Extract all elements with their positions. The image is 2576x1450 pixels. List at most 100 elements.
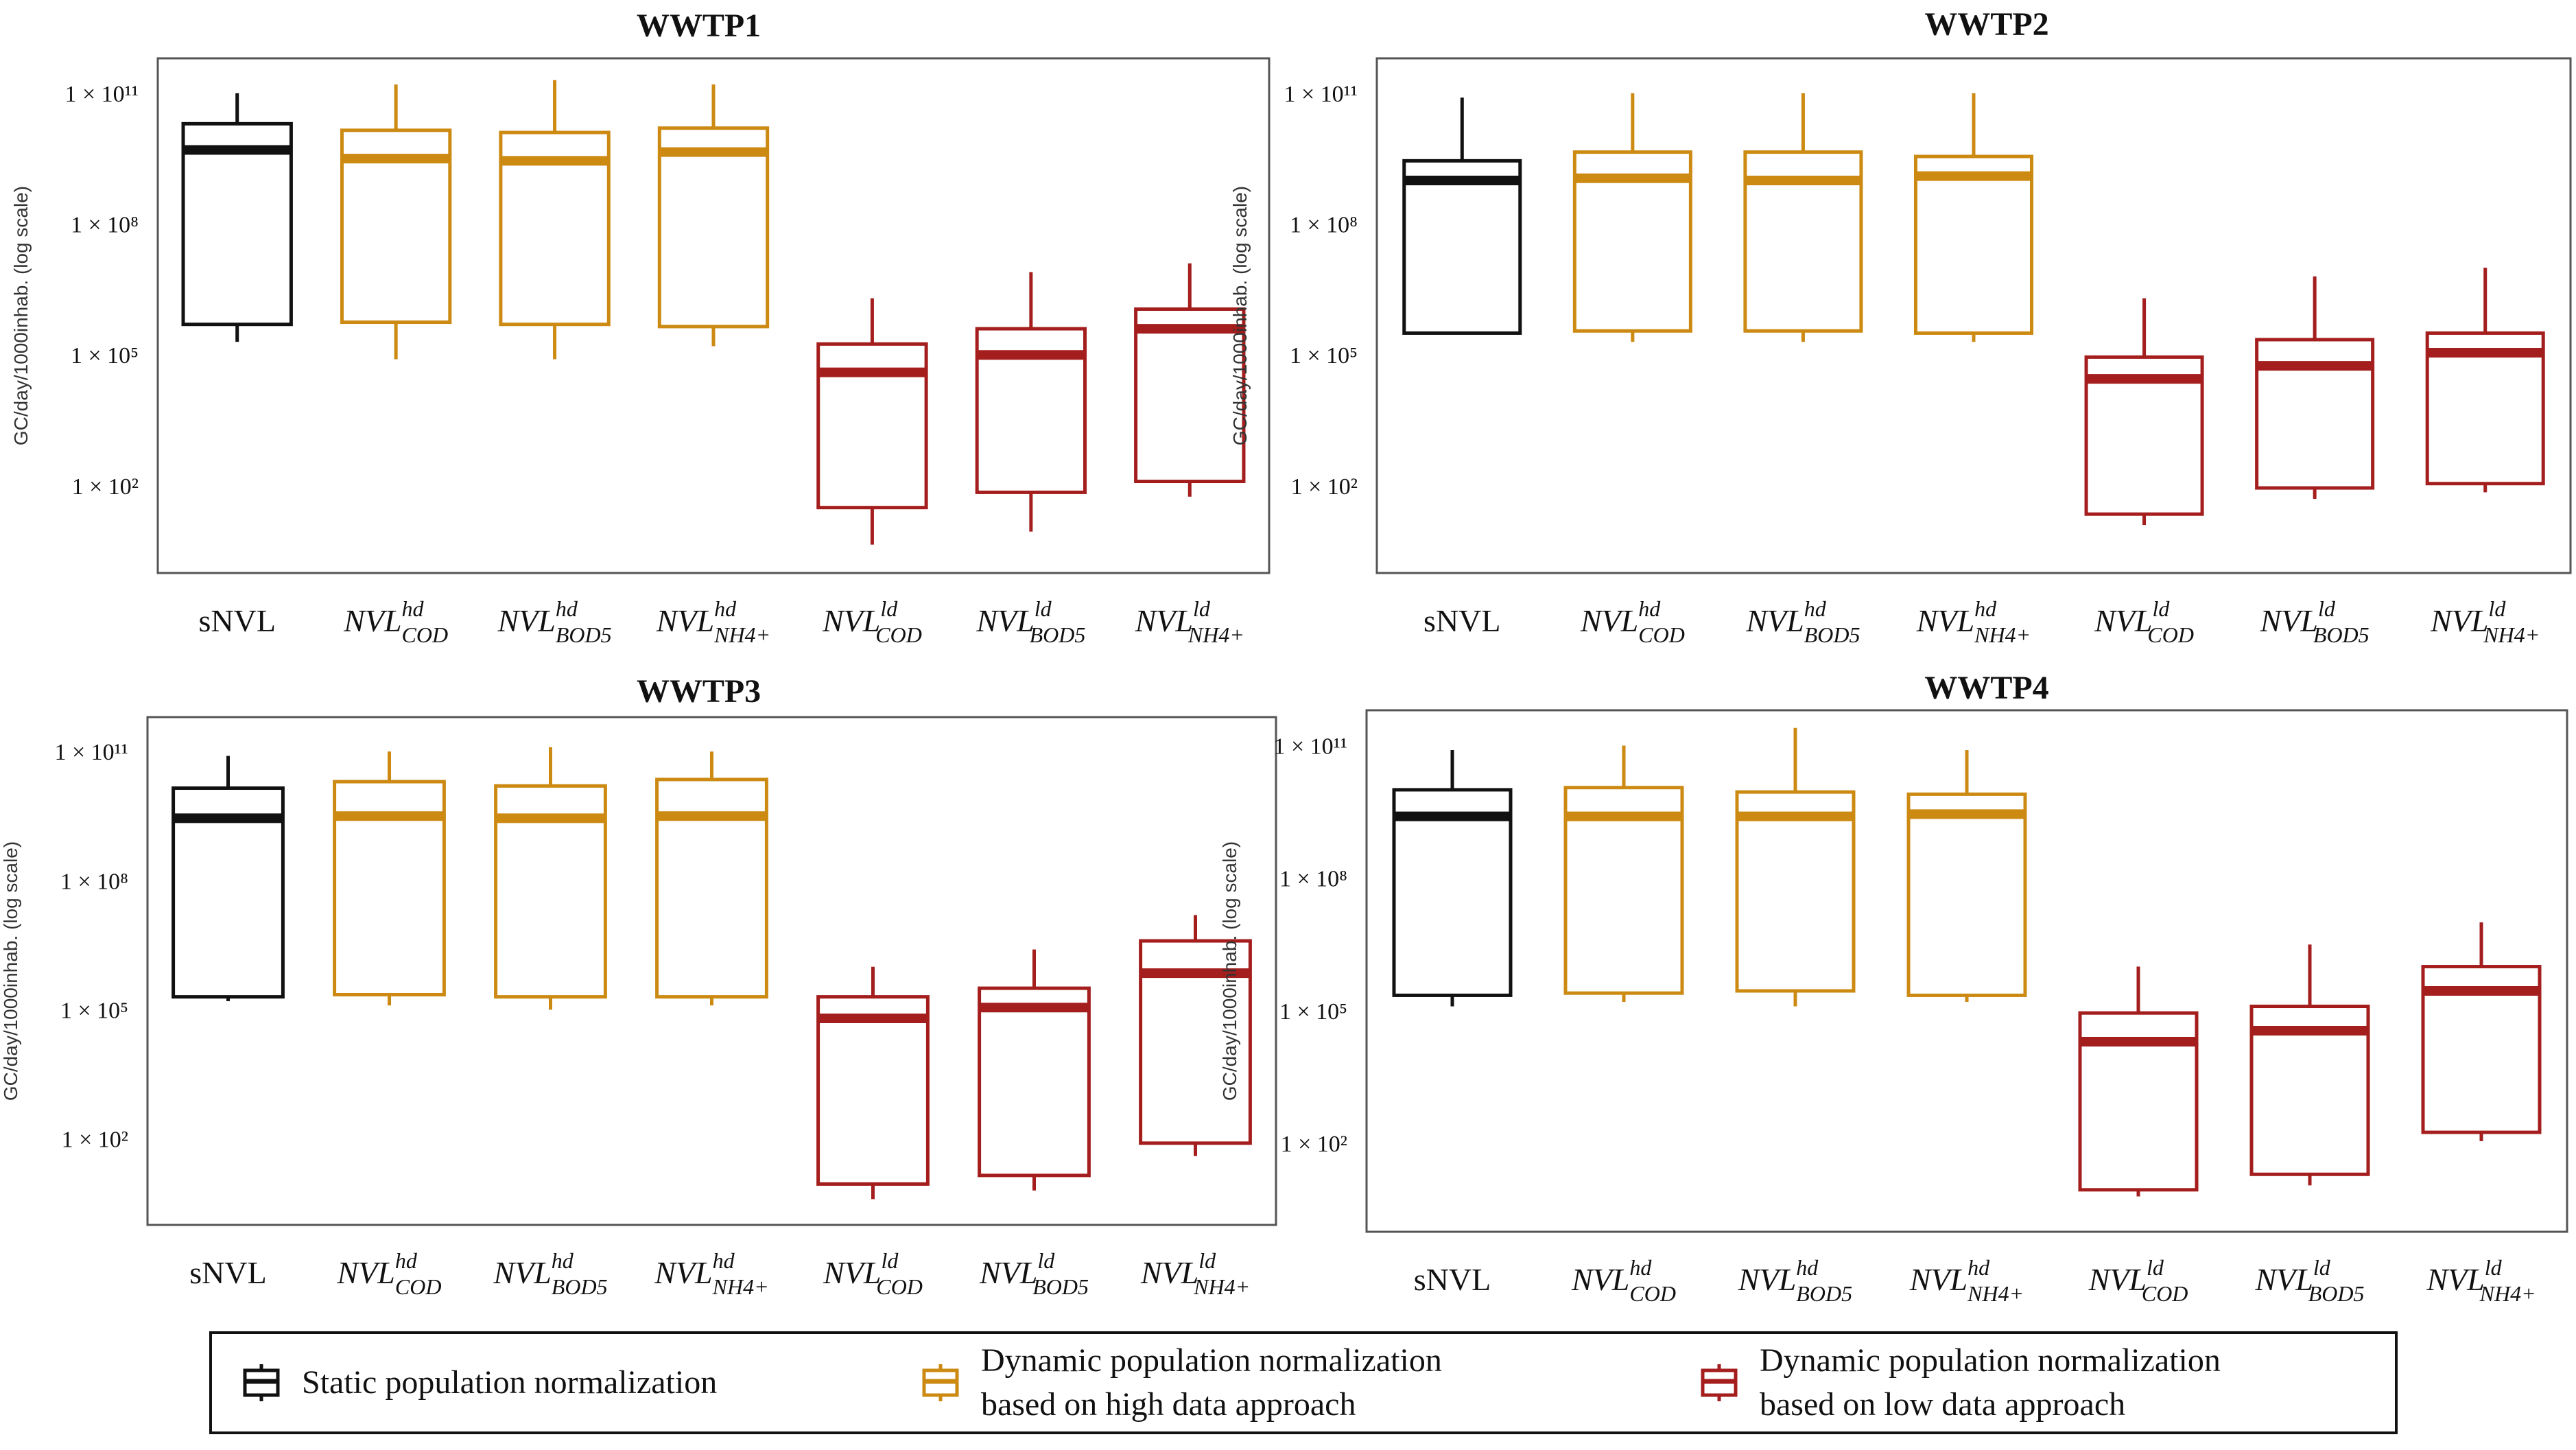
- box-plot: [333, 751, 446, 1006]
- plot-frame: [146, 716, 1277, 1226]
- y-axis-label: GC/day/1000inhab. (log scale): [10, 186, 32, 445]
- x-tick-label: sNVL: [1414, 1262, 1491, 1297]
- y-axis-label: GC/day/1000inhab. (log scale): [0, 841, 21, 1101]
- legend-glyph: [922, 1364, 959, 1401]
- y-tick-label: 1 × 10⁸: [71, 213, 139, 238]
- chart-wwtp3: WWTP3 1 × 10¹¹ 1 × 10⁸ 1 × 10⁵ 1 × 10² GC/da…: [0, 655, 1288, 1324]
- iqr-box: [657, 126, 770, 329]
- box-plot: [2249, 944, 2370, 1186]
- box-plot: [1563, 745, 1684, 1003]
- iqr-box: [1402, 159, 1522, 335]
- y-tick-label: 1 × 10¹¹: [1273, 734, 1347, 760]
- legend-box-icon: [1701, 1364, 1738, 1401]
- legend-label: Dynamic population normalization based o…: [981, 1339, 1442, 1427]
- y-axis-label: GC/day/1000inhab. (log scale): [1219, 841, 1240, 1101]
- chart-wwtp4: WWTP4 1 × 10¹¹ 1 × 10⁸ 1 × 10⁵ 1 × 10² GC/da…: [1219, 655, 2576, 1324]
- y-tick-label: 1 × 10²: [72, 474, 139, 500]
- y-tick-label: 1 × 10⁵: [60, 998, 128, 1023]
- iqr-box: [1392, 788, 1513, 997]
- x-tick-label: NVLhd COD: [1580, 596, 1685, 647]
- iqr-box: [1563, 786, 1684, 995]
- legend-label: Static population normalization: [302, 1361, 717, 1405]
- iqr-box: [2425, 331, 2545, 486]
- chart-plot: 1 × 10¹¹ 1 × 10⁸ 1 × 10⁵ 1 × 10² GC/day/1000…: [0, 716, 1277, 1299]
- legend-glyph: [1701, 1364, 1738, 1401]
- y-tick-label: 1 × 10⁵: [1279, 999, 1347, 1025]
- x-tick-label: NVLld NH4+: [2426, 1255, 2536, 1306]
- iqr-box: [978, 986, 1091, 1178]
- x-tick-label: NVLhd BOD5: [1745, 596, 1860, 647]
- x-tick-label: NVLld BOD5: [2260, 596, 2370, 647]
- legend-item-static: Static population normalization: [243, 1334, 717, 1431]
- chart-title: WWTP1: [636, 8, 761, 44]
- legend-box-icon: [243, 1364, 280, 1401]
- x-tick-label: sNVL: [189, 1255, 266, 1290]
- x-tick-label: NVLhd COD: [337, 1248, 442, 1299]
- x-tick-label: NVLhd BOD5: [1738, 1255, 1852, 1306]
- x-tick-label: NVLld NH4+: [1140, 1248, 1250, 1299]
- x-tick-label: NVLld COD: [823, 1248, 923, 1299]
- x-tick-label: NVLhd NH4+: [654, 1248, 768, 1299]
- x-tick-label: NVLld BOD5: [976, 596, 1085, 647]
- y-tick-label: 1 × 10⁵: [71, 343, 139, 369]
- x-tick-label: NVLhd COD: [1571, 1255, 1676, 1306]
- box-plot: [2421, 922, 2542, 1141]
- chart-plot: 1 × 10¹¹ 1 × 10⁸ 1 × 10⁵ 1 × 10² GC/day/1000…: [10, 57, 1271, 647]
- box-plot: [1572, 93, 1692, 342]
- legend-label-line: Static population normalization: [302, 1364, 718, 1401]
- iqr-box: [1735, 790, 1856, 993]
- x-tick-label: NVLhd NH4+: [1909, 1255, 2024, 1306]
- legend-label-line: Dynamic population normalization: [981, 1342, 1442, 1379]
- chart-title: WWTP3: [636, 673, 761, 710]
- box-plot: [172, 756, 285, 1001]
- box-plot: [1735, 727, 1856, 1007]
- x-tick-label: NVLhd BOD5: [493, 1248, 607, 1299]
- chart-wwtp1: WWTP1 1 × 10¹¹ 1 × 10⁸ 1 × 10⁵ 1 × 10² GC/da…: [0, 0, 1288, 655]
- legend-label-line: based on high data approach: [981, 1386, 1356, 1423]
- box-plot: [494, 747, 607, 1010]
- box-plot: [2084, 298, 2204, 526]
- box-plot: [499, 80, 611, 360]
- y-tick-label: 1 × 10²: [1281, 1132, 1347, 1157]
- x-tick-label: NVLld BOD5: [2254, 1255, 2364, 1306]
- x-tick-label: NVLld COD: [2088, 1255, 2188, 1306]
- plot-frame: [1365, 709, 2568, 1233]
- x-tick-label: NVLld COD: [2094, 596, 2194, 647]
- iqr-box: [181, 121, 293, 327]
- iqr-box: [1906, 792, 2027, 997]
- x-tick-label: sNVL: [1423, 603, 1500, 638]
- box-plot: [2078, 966, 2199, 1197]
- box-plot: [975, 272, 1087, 532]
- chart-title: WWTP4: [1924, 670, 2049, 706]
- box-plot: [1402, 97, 1522, 335]
- chart-wwtp2: WWTP2 1 × 10¹¹ 1 × 10⁸ 1 × 10⁵ 1 × 10² GC/da…: [1229, 0, 2576, 655]
- box-plot: [2425, 268, 2545, 493]
- x-tick-label: NVLld BOD5: [979, 1248, 1089, 1299]
- y-tick-label: 1 × 10¹¹: [54, 740, 128, 765]
- y-tick-label: 1 × 10⁸: [60, 869, 128, 894]
- x-tick-label: NVLld NH4+: [2430, 596, 2540, 647]
- box-plot: [340, 84, 452, 360]
- box-plot: [2255, 276, 2375, 499]
- plot-frame: [1375, 57, 2572, 574]
- box-plot: [1906, 749, 2027, 1003]
- legend-item-low: Dynamic population normalization based o…: [1701, 1334, 2221, 1431]
- box-plot: [1134, 263, 1246, 497]
- iqr-box: [816, 995, 930, 1186]
- x-tick-label: NVLhd NH4+: [1916, 596, 2031, 647]
- box-plot: [181, 93, 293, 342]
- x-tick-label: NVLhd BOD5: [497, 596, 612, 647]
- y-tick-label: 1 × 10⁸: [1279, 867, 1347, 892]
- legend-item-high: Dynamic population normalization based o…: [922, 1334, 1442, 1431]
- y-tick-label: 1 × 10²: [62, 1127, 128, 1153]
- iqr-box: [1134, 307, 1246, 484]
- box-plot: [816, 298, 928, 545]
- legend-label-line: based on low data approach: [1760, 1386, 2126, 1423]
- box-plot: [1743, 93, 1863, 342]
- legend: Static population normalization Dynamic …: [209, 1331, 2398, 1434]
- y-tick-label: 1 × 10²: [1291, 474, 1358, 500]
- y-tick-label: 1 × 10¹¹: [64, 82, 139, 107]
- y-axis-label: GC/day/1000inhab. (log scale): [1229, 186, 1251, 445]
- chart-plot: 1 × 10¹¹ 1 × 10⁸ 1 × 10⁵ 1 × 10² GC/day/1000…: [1219, 709, 2568, 1306]
- y-tick-label: 1 × 10⁵: [1290, 343, 1358, 369]
